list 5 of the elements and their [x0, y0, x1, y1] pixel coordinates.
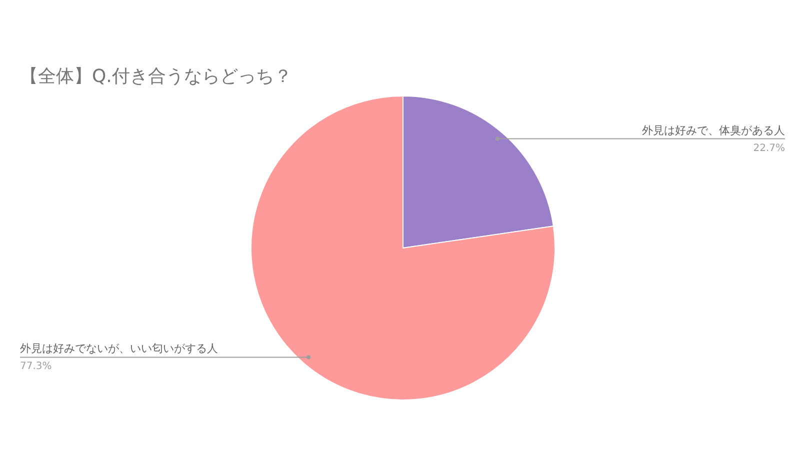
- data-label: 77.3%: [20, 361, 52, 372]
- data-label: 22.7%: [753, 142, 785, 154]
- slice-label: 外見は好みでないが、いい匂いがする人: [20, 342, 218, 356]
- slice-label: 外見は好みで、体臭がある人: [642, 124, 785, 137]
- chart-title: 【全体】Q.付き合うならどっち？: [20, 66, 292, 87]
